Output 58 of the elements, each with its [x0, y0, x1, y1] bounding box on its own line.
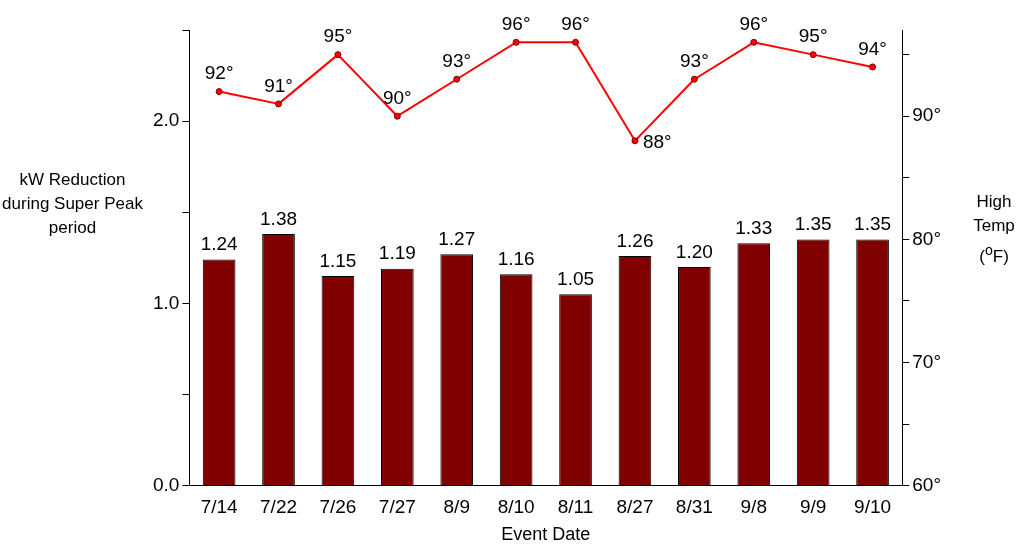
point — [453, 75, 461, 83]
data-label: 96° — [739, 13, 769, 35]
y2-tick-label: 90° — [912, 104, 941, 126]
point — [690, 75, 698, 83]
y-tick-label: 2.0 — [152, 109, 180, 131]
point — [869, 63, 877, 71]
x-tick-label: 8/27 — [616, 496, 654, 518]
point — [512, 38, 520, 46]
point — [572, 38, 580, 46]
data-label: 1.38 — [260, 207, 298, 229]
data-label: 96° — [501, 13, 531, 35]
x-tick-label: 7/27 — [378, 496, 416, 518]
point — [393, 112, 401, 120]
y2-tick-label: 60° — [912, 473, 941, 495]
x-tick-label: 8/9 — [443, 496, 470, 518]
data-label: 1.15 — [319, 249, 357, 271]
data-label: 91° — [264, 74, 293, 96]
data-label: 93° — [442, 49, 472, 71]
data-label: 1.35 — [854, 213, 892, 235]
data-label: 92° — [204, 62, 234, 84]
x-tick-label: 7/14 — [200, 496, 239, 518]
point — [750, 38, 758, 46]
y-axis-title: kW Reduction during Super Peak period — [1, 169, 144, 239]
data-label: 1.24 — [200, 233, 239, 255]
x-tick-label: 8/11 — [557, 496, 594, 518]
y2-tick-label: 80° — [912, 227, 941, 249]
data-label: 95° — [323, 25, 353, 47]
x-tick-label: 8/31 — [675, 496, 713, 518]
data-label: 1.27 — [438, 227, 476, 249]
point — [631, 137, 639, 145]
y2-axis-title: High Temp ($^{o}$F) — [972, 191, 1016, 268]
data-label: 1.05 — [557, 267, 595, 289]
x-tick-label: 9/10 — [854, 496, 892, 518]
x-tick-label: 8/10 — [497, 496, 535, 518]
x-tick-label: 7/26 — [319, 496, 357, 518]
data-label: 93° — [679, 49, 709, 71]
x-tick-label: 9/8 — [740, 496, 767, 518]
data-label: 1.35 — [794, 213, 832, 235]
data-label: 88° — [642, 131, 672, 153]
point — [809, 51, 817, 59]
data-label: 1.26 — [616, 229, 654, 251]
point — [215, 88, 223, 96]
data-label: 94° — [858, 37, 887, 59]
data-label: 96° — [561, 13, 590, 35]
point — [275, 100, 283, 108]
data-label: 95° — [798, 25, 828, 47]
data-label: 1.20 — [675, 240, 713, 262]
data-label: 90° — [382, 86, 412, 108]
data-label: 1.33 — [735, 216, 773, 238]
y-tick-label: 0.0 — [152, 473, 180, 495]
x-tick-label: 9/9 — [799, 496, 827, 518]
x-axis-title: Event Date — [501, 524, 591, 545]
data-label: 1.16 — [497, 247, 535, 269]
y-tick-label: 1.0 — [152, 291, 180, 313]
y2-tick-label: 70° — [912, 350, 941, 372]
point — [334, 51, 342, 59]
x-tick-label: 7/22 — [260, 496, 298, 518]
data-label: 1.19 — [378, 242, 416, 264]
